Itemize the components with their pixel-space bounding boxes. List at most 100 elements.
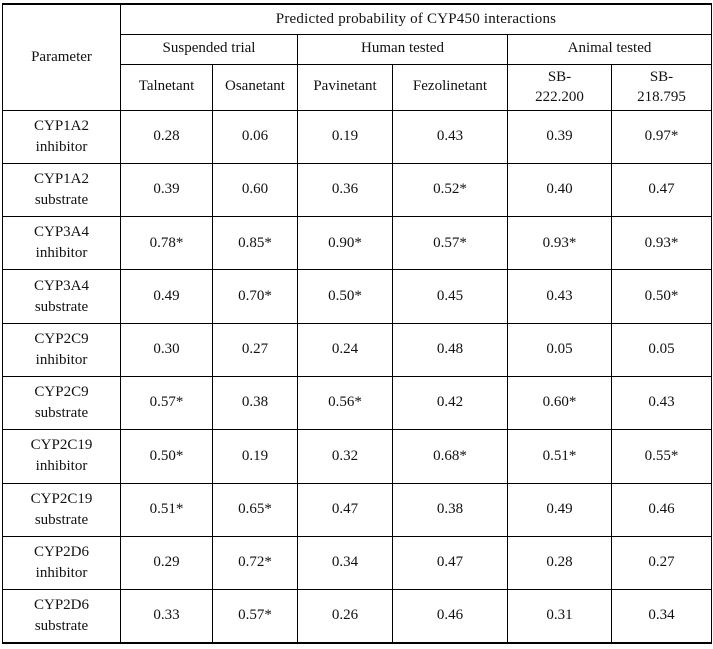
- parameter-cell: CYP2C9 substrate: [2, 375, 121, 431]
- parameter-cell: CYP2C19 substrate: [2, 482, 121, 537]
- enzyme-role: inhibitor: [35, 351, 88, 368]
- value-cell: 0.38: [392, 482, 508, 537]
- enzyme-name: CYP2C9: [34, 330, 89, 347]
- value-cell: 0.24: [297, 322, 393, 377]
- column-header-pavinetant: Pavinetant: [297, 63, 393, 111]
- group-header-human-tested: Human tested: [297, 33, 508, 65]
- value-cell: 0.05: [507, 322, 612, 377]
- value-cell: 0.39: [120, 162, 213, 218]
- value-cell: 0.90*: [297, 216, 393, 271]
- value-cell: 0.47: [297, 482, 393, 537]
- enzyme-role: inhibitor: [35, 138, 88, 155]
- column-header-sb-218-795: SB- 218.795: [610, 63, 713, 111]
- table-row: CYP1A2 substrate 0.39 0.60 0.36 0.52* 0.…: [2, 162, 713, 218]
- table-row: CYP2C9 inhibitor 0.30 0.27 0.24 0.48 0.0…: [2, 322, 713, 377]
- parameter-cell: CYP1A2 substrate: [2, 162, 121, 218]
- table-row: CYP3A4 substrate 0.49 0.70* 0.50* 0.45 0…: [2, 269, 713, 324]
- value-cell: 0.27: [610, 535, 713, 591]
- value-cell: 0.57*: [212, 589, 298, 644]
- value-cell: 0.32: [297, 429, 393, 484]
- table-row: CYP2D6 inhibitor 0.29 0.72* 0.34 0.47 0.…: [2, 535, 713, 591]
- value-cell: 0.27: [212, 322, 298, 377]
- value-cell: 0.43: [610, 375, 713, 431]
- enzyme-name: CYP3A4: [33, 277, 89, 294]
- enzyme-name: CYP2C19: [30, 490, 93, 507]
- value-cell: 0.93*: [610, 216, 713, 271]
- column-header-fezolinetant: Fezolinetant: [392, 63, 508, 111]
- value-cell: 0.34: [297, 535, 393, 591]
- enzyme-role: inhibitor: [35, 245, 88, 262]
- value-cell: 0.39: [507, 109, 612, 164]
- value-cell: 0.55*: [610, 429, 713, 484]
- column-header-line: 218.795: [637, 89, 686, 106]
- enzyme-role: substrate: [34, 298, 89, 315]
- enzyme-name: CYP2D6: [33, 597, 89, 614]
- enzyme-role: substrate: [34, 618, 89, 635]
- enzyme-name: CYP2C9: [34, 384, 89, 401]
- value-cell: 0.49: [120, 269, 213, 324]
- value-cell: 0.38: [212, 375, 298, 431]
- value-cell: 0.51*: [120, 482, 213, 537]
- value-cell: 0.72*: [212, 535, 298, 591]
- value-cell: 0.26: [297, 589, 393, 644]
- parameter-cell: CYP1A2 inhibitor: [2, 109, 121, 164]
- column-header-sb-222-200: SB- 222.200: [507, 63, 612, 111]
- enzyme-role: inhibitor: [35, 458, 88, 475]
- parameter-cell: CYP3A4 substrate: [2, 269, 121, 324]
- enzyme-role: substrate: [34, 511, 89, 528]
- value-cell: 0.49: [507, 482, 612, 537]
- table-row: CYP2C19 substrate 0.51* 0.65* 0.47 0.38 …: [2, 482, 713, 537]
- value-cell: 0.28: [120, 109, 213, 164]
- value-cell: 0.50*: [297, 269, 393, 324]
- value-cell: 0.29: [120, 535, 213, 591]
- value-cell: 0.05: [610, 322, 713, 377]
- table-row: CYP2D6 substrate 0.33 0.57* 0.26 0.46 0.…: [2, 589, 713, 644]
- value-cell: 0.51*: [507, 429, 612, 484]
- parameter-cell: CYP2C9 inhibitor: [2, 322, 121, 377]
- cyp450-probability-table: Parameter Predicted probability of CYP45…: [2, 3, 713, 644]
- value-cell: 0.46: [610, 482, 713, 537]
- group-header-suspended-trial: Suspended trial: [120, 33, 298, 65]
- enzyme-name: CYP2D6: [33, 543, 89, 560]
- value-cell: 0.45: [392, 269, 508, 324]
- column-header-line: 222.200: [535, 89, 584, 106]
- value-cell: 0.65*: [212, 482, 298, 537]
- enzyme-role: substrate: [34, 191, 89, 208]
- column-header-talnetant: Talnetant: [120, 63, 213, 111]
- value-cell: 0.85*: [212, 216, 298, 271]
- value-cell: 0.42: [392, 375, 508, 431]
- value-cell: 0.19: [212, 429, 298, 484]
- value-cell: 0.52*: [392, 162, 508, 218]
- enzyme-role: substrate: [34, 405, 89, 422]
- value-cell: 0.50*: [120, 429, 213, 484]
- value-cell: 0.56*: [297, 375, 393, 431]
- parameter-cell: CYP2D6 substrate: [2, 589, 121, 644]
- value-cell: 0.43: [507, 269, 612, 324]
- value-cell: 0.19: [297, 109, 393, 164]
- value-cell: 0.47: [610, 162, 713, 218]
- value-cell: 0.06: [212, 109, 298, 164]
- parameter-header: Parameter: [2, 3, 121, 111]
- value-cell: 0.47: [392, 535, 508, 591]
- value-cell: 0.78*: [120, 216, 213, 271]
- value-cell: 0.60*: [507, 375, 612, 431]
- value-cell: 0.40: [507, 162, 612, 218]
- value-cell: 0.30: [120, 322, 213, 377]
- value-cell: 0.36: [297, 162, 393, 218]
- value-cell: 0.34: [610, 589, 713, 644]
- parameter-cell: CYP2D6 inhibitor: [2, 535, 121, 591]
- value-cell: 0.57*: [120, 375, 213, 431]
- enzyme-name: CYP3A4: [33, 224, 89, 241]
- parameter-cell: CYP3A4 inhibitor: [2, 216, 121, 271]
- value-cell: 0.60: [212, 162, 298, 218]
- value-cell: 0.31: [507, 589, 612, 644]
- enzyme-role: inhibitor: [35, 564, 88, 581]
- column-header-line: SB-: [649, 68, 674, 85]
- value-cell: 0.70*: [212, 269, 298, 324]
- table-row: CYP3A4 inhibitor 0.78* 0.85* 0.90* 0.57*…: [2, 216, 713, 271]
- value-cell: 0.97*: [610, 109, 713, 164]
- table-row: CYP2C9 substrate 0.57* 0.38 0.56* 0.42 0…: [2, 375, 713, 431]
- parameter-cell: CYP2C19 inhibitor: [2, 429, 121, 484]
- value-cell: 0.68*: [392, 429, 508, 484]
